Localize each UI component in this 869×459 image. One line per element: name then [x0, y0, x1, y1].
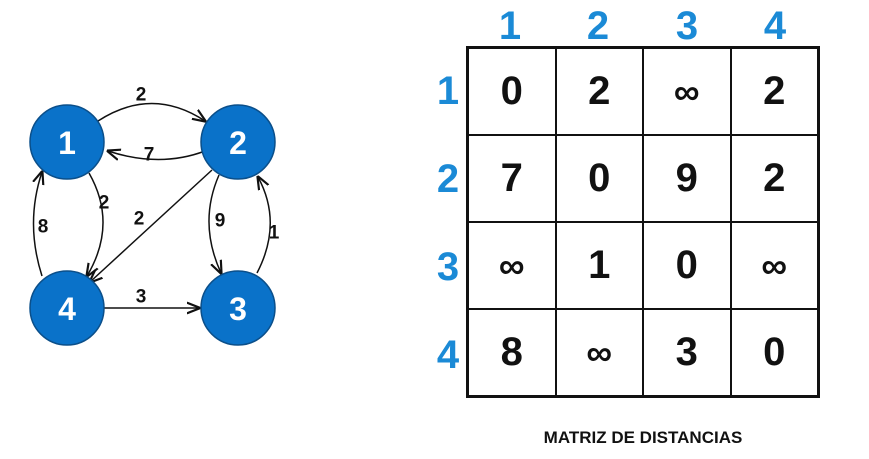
- edge-weight-2-to-1: 7: [144, 145, 155, 166]
- edge-3-to-2: [257, 177, 271, 274]
- edge-1-to-2: [97, 102, 205, 122]
- row-header-1: 1: [436, 69, 460, 113]
- column-header-4: 4: [763, 4, 787, 48]
- matrix-cell-r4-c2: ∞: [555, 309, 643, 396]
- edge-weight-3-to-2: 1: [269, 223, 280, 244]
- node-3: [200, 270, 276, 346]
- node-2: [200, 104, 276, 180]
- column-header-1: 1: [498, 4, 522, 48]
- row-header-3: 3: [436, 245, 460, 289]
- node-4: [29, 270, 105, 346]
- matrix-caption: MATRIZ DE DISTANCIAS: [543, 428, 743, 447]
- row-header-2: 2: [436, 157, 460, 201]
- edge-weight-2-to-4: 2: [134, 209, 145, 230]
- node-label-2: 2: [229, 125, 247, 161]
- column-header-3: 3: [675, 4, 699, 48]
- node-label-4: 4: [58, 291, 76, 327]
- node-label-3: 3: [229, 291, 247, 327]
- matrix-cell-r4-c4: 0: [730, 309, 818, 396]
- edge-2-to-3: [208, 174, 221, 273]
- matrix-cell-r3-c1: ∞: [468, 222, 556, 309]
- matrix-cell-r3-c4: ∞: [730, 222, 818, 309]
- node-1: [29, 104, 105, 180]
- edge-2-to-4: [90, 169, 213, 282]
- matrix-grid: 0 2 ∞ 2 7 0 9 2 ∞ 1 0 ∞ 8 ∞ 3 0: [466, 46, 820, 398]
- row-header-4: 4: [436, 333, 460, 377]
- matrix-cell-r3-c3: 0: [643, 222, 731, 309]
- edge-weight-1-to-2: 2: [136, 85, 147, 106]
- matrix-cell-r1-c2: 2: [555, 48, 643, 135]
- column-header-2: 2: [586, 4, 610, 48]
- matrix-cell-r1-c4: 2: [730, 48, 818, 135]
- edge-4-to-1: [34, 172, 43, 277]
- edge-1-to-4: [87, 172, 104, 276]
- edge-weight-2-to-3: 9: [215, 211, 226, 232]
- matrix-cell-r2-c3: 9: [643, 135, 731, 222]
- matrix-cell-r1-c1: 0: [468, 48, 556, 135]
- edge-weight-4-to-3: 3: [136, 287, 147, 308]
- matrix-cell-r4-c3: 3: [643, 309, 731, 396]
- directed-graph: 2 7 2 8 2 9 1 3 1 2 3 4: [29, 85, 280, 346]
- matrix-cell-r2-c1: 7: [468, 135, 556, 222]
- matrix-cell-r4-c1: 8: [468, 309, 556, 396]
- matrix-cell-r2-c4: 2: [730, 135, 818, 222]
- node-label-1: 1: [58, 125, 76, 161]
- edge-weight-4-to-1: 8: [38, 217, 49, 238]
- matrix-cell-r2-c2: 0: [555, 135, 643, 222]
- matrix-cell-r3-c2: 1: [555, 222, 643, 309]
- edge-2-to-1: [108, 151, 206, 160]
- edge-weight-1-to-4: 2: [99, 193, 110, 214]
- matrix-cell-r1-c3: ∞: [643, 48, 731, 135]
